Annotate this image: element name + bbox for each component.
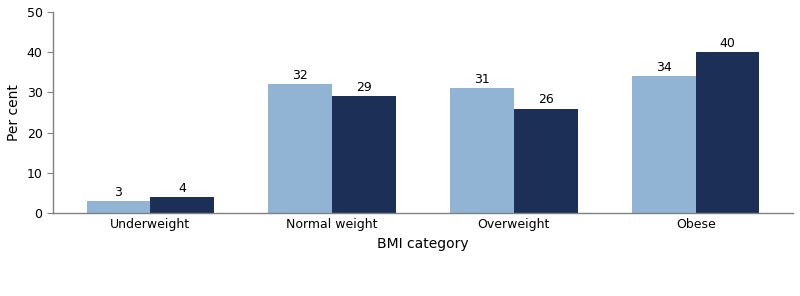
Bar [696, 52, 759, 213]
Text: 32: 32 [292, 69, 308, 82]
X-axis label: BMI category: BMI category [377, 237, 469, 250]
Text: 34: 34 [656, 61, 672, 74]
Bar [86, 201, 150, 213]
Bar [632, 76, 696, 213]
Text: 29: 29 [356, 81, 372, 94]
Bar [332, 96, 396, 213]
Text: 3: 3 [114, 186, 122, 199]
Y-axis label: Per cent: Per cent [7, 84, 21, 141]
Bar [150, 197, 214, 213]
Bar [514, 109, 578, 213]
Text: 4: 4 [178, 182, 186, 194]
Bar [450, 89, 514, 213]
Bar [269, 84, 332, 213]
Text: 40: 40 [720, 37, 735, 50]
Text: 31: 31 [474, 73, 490, 86]
Text: 26: 26 [538, 93, 554, 106]
